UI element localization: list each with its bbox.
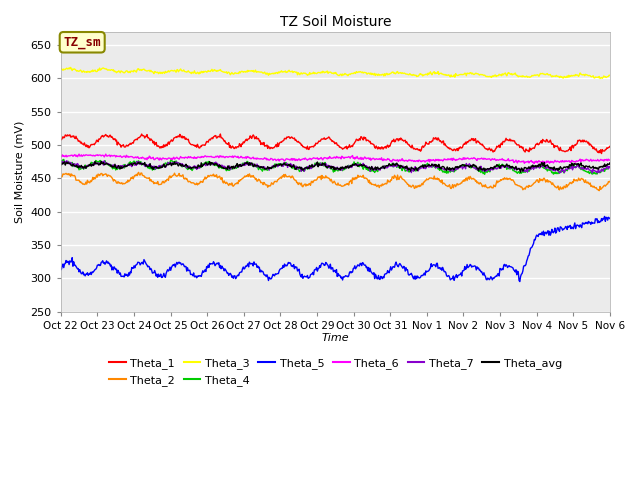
Theta_avg	[97, 158, 105, 164]
Theta_5	[67, 259, 74, 264]
Theta_1	[606, 144, 614, 149]
X-axis label: Time: Time	[321, 334, 349, 344]
Theta_7	[68, 160, 76, 166]
Theta_1	[57, 137, 65, 143]
Theta_6	[124, 154, 132, 159]
Theta_5	[124, 272, 131, 278]
Theta_3	[57, 67, 65, 72]
Theta_7	[124, 162, 132, 168]
Theta_4	[606, 165, 614, 170]
Theta_7	[419, 165, 427, 170]
Theta_avg	[606, 160, 614, 166]
Line: Theta_3: Theta_3	[61, 67, 610, 79]
Theta_6	[57, 154, 65, 160]
Theta_2	[419, 182, 427, 188]
Theta_6	[209, 154, 216, 160]
Theta_5	[418, 273, 426, 278]
Theta_3	[403, 71, 411, 77]
Theta_2	[124, 180, 131, 185]
Theta_2	[180, 176, 188, 181]
Theta_2	[606, 179, 614, 184]
Theta_3	[180, 67, 188, 73]
Theta_6	[180, 155, 188, 161]
Line: Theta_6: Theta_6	[61, 154, 610, 164]
Theta_7	[556, 170, 563, 176]
Theta_7	[63, 158, 70, 164]
Title: TZ Soil Moisture: TZ Soil Moisture	[280, 15, 391, 29]
Theta_5	[402, 265, 410, 271]
Theta_3	[209, 69, 216, 74]
Theta_avg	[180, 164, 188, 169]
Theta_avg	[403, 163, 411, 169]
Text: TZ_sm: TZ_sm	[63, 36, 101, 49]
Theta_1	[598, 151, 605, 156]
Line: Theta_1: Theta_1	[61, 134, 610, 154]
Theta_4	[67, 161, 74, 167]
Theta_avg	[209, 160, 216, 166]
Theta_5	[57, 267, 65, 273]
Theta_1	[208, 135, 216, 141]
Theta_6	[403, 158, 411, 164]
Theta_5	[179, 261, 187, 266]
Theta_5	[601, 214, 609, 219]
Theta_6	[419, 158, 427, 164]
Y-axis label: Soil Moisture (mV): Soil Moisture (mV)	[15, 120, 25, 223]
Line: Theta_5: Theta_5	[61, 216, 610, 282]
Theta_4	[168, 156, 175, 162]
Theta_7	[57, 160, 65, 166]
Theta_4	[481, 171, 488, 177]
Theta_4	[209, 160, 216, 166]
Theta_6	[67, 153, 74, 158]
Theta_7	[606, 165, 614, 170]
Theta_avg	[516, 169, 524, 175]
Theta_4	[124, 163, 131, 169]
Theta_5	[208, 261, 216, 266]
Theta_3	[596, 76, 604, 82]
Theta_4	[180, 163, 188, 169]
Theta_1	[216, 131, 224, 137]
Theta_1	[124, 143, 131, 148]
Theta_2	[135, 169, 143, 175]
Theta_1	[419, 143, 427, 149]
Theta_3	[124, 69, 132, 75]
Theta_6	[606, 157, 614, 163]
Line: Theta_2: Theta_2	[61, 172, 610, 191]
Theta_1	[403, 139, 411, 145]
Theta_2	[403, 180, 411, 186]
Theta_avg	[67, 162, 74, 168]
Theta_7	[180, 162, 188, 168]
Theta_2	[67, 173, 74, 179]
Theta_2	[595, 188, 603, 193]
Legend: Theta_1, Theta_2, Theta_3, Theta_4, Theta_5, Theta_6, Theta_7, Theta_avg: Theta_1, Theta_2, Theta_3, Theta_4, Thet…	[104, 354, 566, 390]
Theta_7	[403, 166, 411, 171]
Theta_3	[606, 72, 614, 78]
Theta_7	[209, 162, 216, 168]
Theta_3	[419, 73, 427, 79]
Theta_6	[531, 161, 538, 167]
Theta_5	[516, 279, 524, 285]
Theta_1	[179, 135, 187, 141]
Theta_6	[76, 151, 83, 157]
Line: Theta_4: Theta_4	[61, 159, 610, 174]
Theta_avg	[57, 160, 65, 166]
Theta_3	[68, 66, 76, 72]
Theta_4	[403, 168, 411, 174]
Theta_1	[67, 134, 74, 140]
Theta_avg	[419, 162, 427, 168]
Theta_5	[606, 216, 614, 221]
Theta_4	[419, 162, 427, 168]
Theta_4	[57, 159, 65, 165]
Line: Theta_7: Theta_7	[61, 161, 610, 173]
Theta_avg	[124, 162, 132, 168]
Line: Theta_avg: Theta_avg	[61, 161, 610, 172]
Theta_2	[57, 173, 65, 179]
Theta_2	[209, 172, 216, 178]
Theta_3	[67, 64, 74, 70]
